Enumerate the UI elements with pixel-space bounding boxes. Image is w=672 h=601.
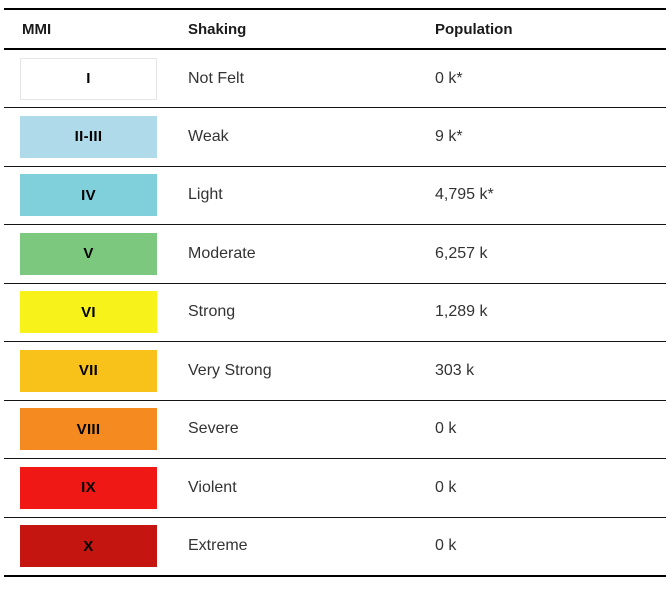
column-header-population: Population (435, 9, 666, 50)
mmi-color-swatch: V (20, 232, 157, 275)
population-value: 0 k (435, 537, 457, 554)
shaking-value: Light (188, 186, 223, 204)
mmi-value: VI (81, 303, 96, 321)
population-value: 0 k* (435, 69, 463, 87)
mmi-table: MMI Shaking Population I Not Felt 0 k* I… (4, 8, 666, 577)
table-row-mmi-viii: VIII Severe 0 k (4, 400, 666, 459)
mmi-color-swatch: II-III (20, 115, 157, 158)
shaking-value: Weak (188, 127, 229, 145)
shaking-value: Moderate (188, 244, 256, 262)
mmi-color-swatch: VI (20, 291, 157, 334)
shaking-value: Not Felt (188, 69, 245, 87)
column-header-shaking: Shaking (188, 9, 435, 50)
table-row-mmi-ix: IX Violent 0 k (4, 459, 666, 517)
intensity-exposure-table: MMI Shaking Population I Not Felt 0 k* I… (4, 8, 666, 577)
mmi-value: I (86, 70, 91, 87)
header-row: MMI Shaking Population (4, 9, 666, 50)
table-row-mmi-ii-iii: II-III Weak 9 k* (4, 108, 666, 166)
table-row-mmi-x: X Extreme 0 k (4, 517, 666, 576)
table-row-mmi-i: I Not Felt 0 k* (4, 49, 666, 108)
mmi-value: IV (81, 186, 96, 204)
mmi-value: II-III (74, 128, 103, 146)
shaking-value: Very Strong (188, 361, 272, 379)
shaking-value: Severe (188, 420, 239, 438)
table-row-mmi-vii: VII Very Strong 303 k (4, 342, 666, 400)
table-row-mmi-iv: IV Light 4,795 k* (4, 166, 666, 225)
mmi-color-swatch: I (20, 57, 157, 100)
population-value: 303 k (435, 361, 475, 379)
population-value: 6,257 k (435, 244, 488, 262)
mmi-value: X (83, 537, 94, 555)
table-row-mmi-vi: VI Strong 1,289 k (4, 283, 666, 342)
mmi-value: V (83, 245, 94, 263)
mmi-color-swatch: IV (20, 174, 157, 217)
table-row-mmi-v: V Moderate 6,257 k (4, 225, 666, 283)
column-header-mmi: MMI (4, 9, 188, 50)
mmi-color-swatch: VII (20, 349, 157, 392)
population-value: 9 k* (435, 127, 463, 145)
mmi-color-swatch: IX (20, 466, 157, 509)
population-value: 0 k (435, 420, 457, 438)
mmi-color-swatch: X (20, 525, 157, 567)
shaking-value: Extreme (188, 537, 248, 554)
table-header: MMI Shaking Population (4, 9, 666, 50)
shaking-value: Strong (188, 303, 236, 321)
population-value: 4,795 k* (435, 186, 494, 204)
mmi-value: VII (78, 362, 99, 380)
population-value: 0 k (435, 478, 457, 496)
table-body: I Not Felt 0 k* II-III Weak 9 k* IV (4, 49, 666, 576)
shaking-value: Violent (188, 478, 237, 496)
mmi-value: VIII (76, 420, 101, 438)
mmi-value: IX (81, 479, 96, 497)
population-value: 1,289 k (435, 303, 488, 321)
mmi-color-swatch: VIII (20, 408, 157, 451)
